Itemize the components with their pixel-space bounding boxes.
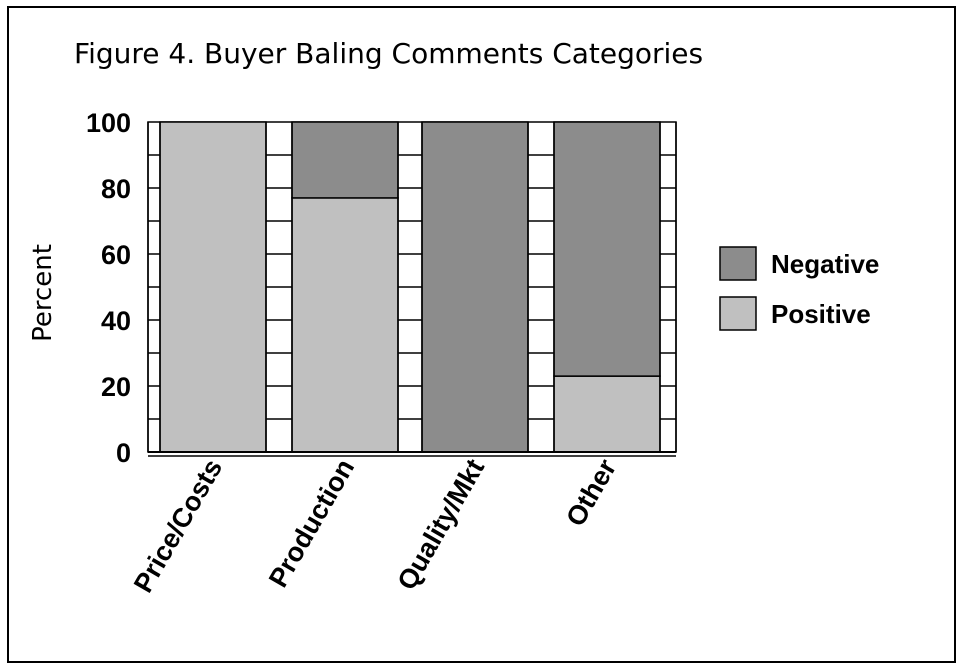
y-axis-label: Percent <box>28 244 58 342</box>
x-tick-label: Other <box>560 454 622 532</box>
legend-label-negative: Negative <box>771 249 879 279</box>
plot-area: Price/Costs Production Quality/Mkt Other 0 20… <box>86 108 677 598</box>
y-tick-label: 20 <box>101 372 131 402</box>
y-tick-label: 80 <box>101 174 131 204</box>
x-tick-label: Quality/Mkt <box>391 454 490 595</box>
x-tick-label: Production <box>263 454 360 592</box>
bar-positive-other <box>553 375 661 453</box>
legend: Negative Positive <box>719 246 879 331</box>
y-tick-label: 40 <box>101 306 131 336</box>
bar-positive-production <box>291 197 399 453</box>
bar-positive-price-costs <box>159 121 267 453</box>
bar-negative-other <box>553 121 661 377</box>
y-tick-label: 60 <box>101 240 131 270</box>
legend-swatch-negative <box>719 246 757 281</box>
bar-negative-quality-mkt <box>421 121 529 453</box>
y-tick-label: 100 <box>86 108 131 138</box>
legend-swatch-positive <box>719 296 757 331</box>
legend-label-positive: Positive <box>771 299 871 329</box>
y-tick-label: 0 <box>116 438 131 468</box>
bar-negative-production <box>291 121 399 199</box>
chart-title: Figure 4. Buyer Baling Comments Categori… <box>74 37 703 70</box>
x-tick-label: Price/Costs <box>128 454 228 598</box>
